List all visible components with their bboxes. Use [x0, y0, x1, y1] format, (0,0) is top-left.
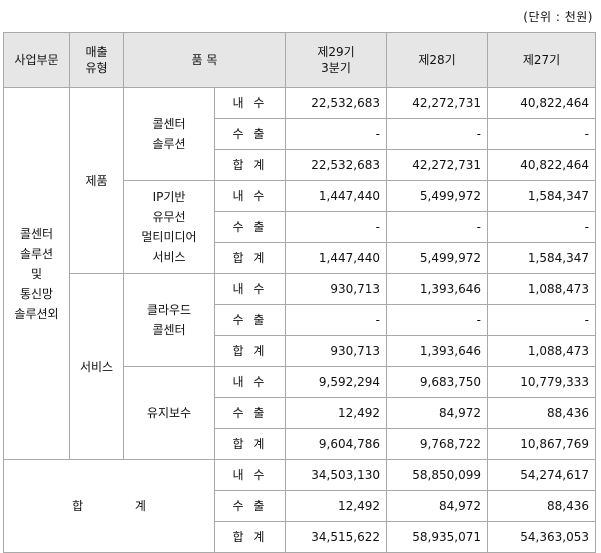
table-row: 수 출 - - -: [4, 211, 596, 243]
value-cell: -: [386, 304, 488, 336]
label-domestic: 내 수: [214, 273, 286, 305]
value-cell: 9,768,722: [386, 428, 488, 460]
value-cell: 1,393,646: [386, 273, 488, 305]
type-service-cell: 서비스: [69, 273, 124, 460]
table-row: 합 계 내 수 34,503,130 58,850,099 54,274,617: [3, 459, 596, 553]
value-cell: 1,447,440: [285, 242, 387, 274]
value-cell: 9,592,294: [285, 366, 387, 398]
unit-note: (단위 : 천원): [523, 10, 593, 24]
item-cloud: 클라우드 콜센터: [123, 273, 215, 367]
value-cell: -: [386, 211, 488, 243]
label-domestic: 내 수: [214, 366, 286, 398]
value-cell: 22,532,683: [285, 149, 387, 181]
value-cell: -: [487, 118, 596, 150]
label-export: 수 출: [214, 304, 286, 336]
value-cell: 12,492: [285, 490, 387, 522]
table-row: 수 출 12,492 84,972 88,436: [4, 397, 596, 429]
value-cell: 54,274,617: [487, 459, 596, 491]
value-cell: 84,972: [386, 490, 488, 522]
label-export: 수 출: [214, 118, 286, 150]
table-row: 합 계 1,447,440 5,499,972 1,584,347: [4, 242, 596, 274]
value-cell: -: [386, 118, 488, 150]
value-cell: -: [285, 304, 387, 336]
header-period-27: 제27기: [487, 32, 596, 88]
value-cell: 42,272,731: [386, 149, 488, 181]
table-row: 유지보수 내 수 9,592,294 9,683,750 10,779,333: [4, 366, 596, 460]
value-cell: 22,532,683: [285, 87, 387, 119]
item-maintenance: 유지보수: [123, 366, 215, 460]
value-cell: 9,683,750: [386, 366, 488, 398]
header-sales-type: 매출 유형: [69, 32, 124, 88]
value-cell: 1,584,347: [487, 242, 596, 274]
label-sum: 합 계: [214, 428, 286, 460]
label-export: 수 출: [214, 397, 286, 429]
table-row: 콜센터 솔루션 및 통신망 솔루션외 제품 콜센터 솔루션 내 수 22,532…: [3, 87, 596, 460]
sales-table: 사업부문 매출 유형 품 목 제29기 3분기 제28기 제27기 콜센터 솔루…: [3, 32, 596, 553]
value-cell: 930,713: [285, 273, 387, 305]
label-export: 수 출: [214, 211, 286, 243]
division-cell: 콜센터 솔루션 및 통신망 솔루션외: [3, 87, 70, 460]
table-row: 수 출 - - -: [4, 304, 596, 336]
label-domestic: 내 수: [214, 87, 286, 119]
value-cell: 9,604,786: [285, 428, 387, 460]
value-cell: -: [487, 304, 596, 336]
label-domestic: 내 수: [214, 180, 286, 212]
table-row: 합 계 930,713 1,393,646 1,088,473: [4, 335, 596, 367]
table-row: 서비스 클라우드 콜센터 내 수 930,713 1,393,646 1,088…: [4, 273, 596, 460]
value-cell: 10,779,333: [487, 366, 596, 398]
value-cell: 10,867,769: [487, 428, 596, 460]
item-ip-multimedia: IP기반 유무선 멀티미디어 서비스: [123, 180, 215, 274]
header-row: 사업부문 매출 유형 품 목 제29기 3분기 제28기 제27기: [3, 32, 596, 88]
value-cell: 5,499,972: [386, 180, 488, 212]
value-cell: 930,713: [285, 335, 387, 367]
value-cell: 88,436: [487, 397, 596, 429]
value-cell: 1,088,473: [487, 335, 596, 367]
value-cell: -: [285, 211, 387, 243]
label-export: 수 출: [214, 490, 286, 522]
value-cell: -: [487, 211, 596, 243]
table-row: IP기반 유무선 멀티미디어 서비스 내 수 1,447,440 5,499,9…: [4, 180, 596, 274]
value-cell: 34,503,130: [285, 459, 387, 491]
value-cell: 58,850,099: [386, 459, 488, 491]
label-sum: 합 계: [214, 149, 286, 181]
header-division: 사업부문: [3, 32, 70, 88]
value-cell: 5,499,972: [386, 242, 488, 274]
value-cell: 40,822,464: [487, 87, 596, 119]
value-cell: 12,492: [285, 397, 387, 429]
value-cell: 84,972: [386, 397, 488, 429]
header-period-28: 제28기: [386, 32, 488, 88]
label-domestic: 내 수: [214, 459, 286, 491]
value-cell: 1,088,473: [487, 273, 596, 305]
table-row: 수 출 - - -: [4, 118, 596, 150]
value-cell: 88,436: [487, 490, 596, 522]
header-product: 품 목: [123, 32, 286, 88]
value-cell: 1,447,440: [285, 180, 387, 212]
header-period-29: 제29기 3분기: [285, 32, 387, 88]
label-sum: 합 계: [214, 242, 286, 274]
type-product-cell: 제품: [69, 87, 124, 274]
label-sum: 합 계: [214, 335, 286, 367]
item-callcenter: 콜센터 솔루션: [123, 87, 215, 181]
value-cell: 1,393,646: [386, 335, 488, 367]
table-row: 합 계 9,604,786 9,768,722 10,867,769: [4, 428, 596, 460]
value-cell: -: [285, 118, 387, 150]
value-cell: 42,272,731: [386, 87, 488, 119]
value-cell: 40,822,464: [487, 149, 596, 181]
grand-total-label: 합 계: [3, 459, 215, 553]
value-cell: 1,584,347: [487, 180, 596, 212]
